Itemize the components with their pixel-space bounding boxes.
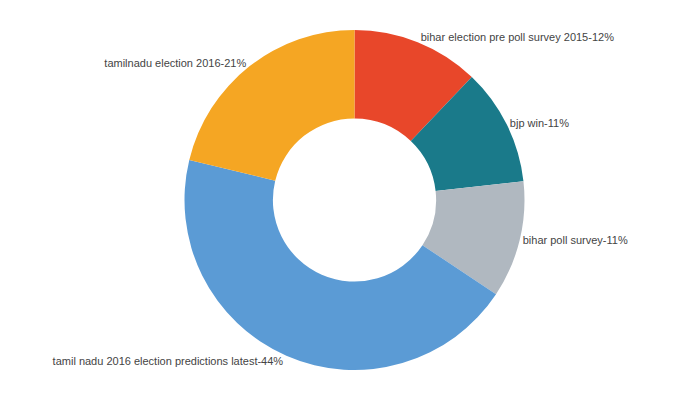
svg-text:tamilnadu election 2016-21%: tamilnadu election 2016-21% [104, 57, 246, 69]
svg-text:tamil nadu 2016 election predi: tamil nadu 2016 election predictions lat… [53, 355, 284, 367]
svg-text:bjp win-11%: bjp win-11% [510, 117, 569, 129]
svg-text:bihar election pre poll survey: bihar election pre poll survey 2015-12% [421, 31, 614, 43]
svg-text:bihar poll survey-11%: bihar poll survey-11% [523, 234, 628, 246]
